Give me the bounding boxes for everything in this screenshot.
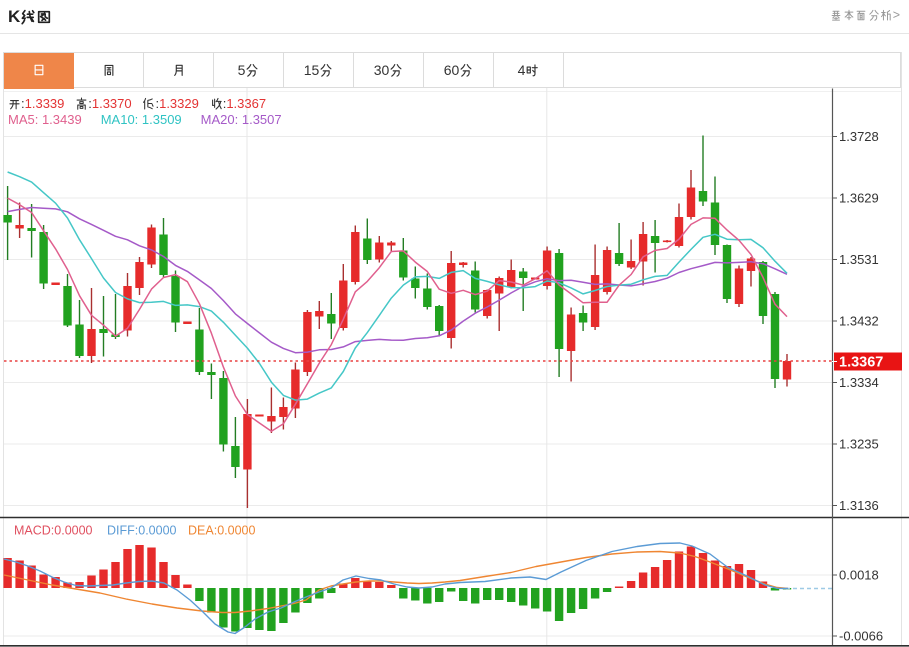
svg-text:1.3432: 1.3432 [839, 314, 879, 329]
svg-text:-0.0066: -0.0066 [839, 629, 883, 644]
svg-text:1.3629: 1.3629 [839, 191, 879, 206]
svg-text:DEA:0.0000: DEA:0.0000 [188, 524, 255, 538]
svg-text:1.3235: 1.3235 [839, 437, 879, 452]
svg-text:1.3334: 1.3334 [839, 375, 879, 390]
svg-text:0.0018: 0.0018 [839, 568, 879, 583]
svg-text:1.3728: 1.3728 [839, 129, 879, 144]
svg-text:1.3531: 1.3531 [839, 252, 879, 267]
svg-text:DIFF:0.0000: DIFF:0.0000 [107, 524, 177, 538]
svg-text:1.3136: 1.3136 [839, 498, 879, 513]
svg-text:MACD:0.0000: MACD:0.0000 [14, 524, 93, 538]
svg-text:1.3367: 1.3367 [839, 355, 883, 371]
